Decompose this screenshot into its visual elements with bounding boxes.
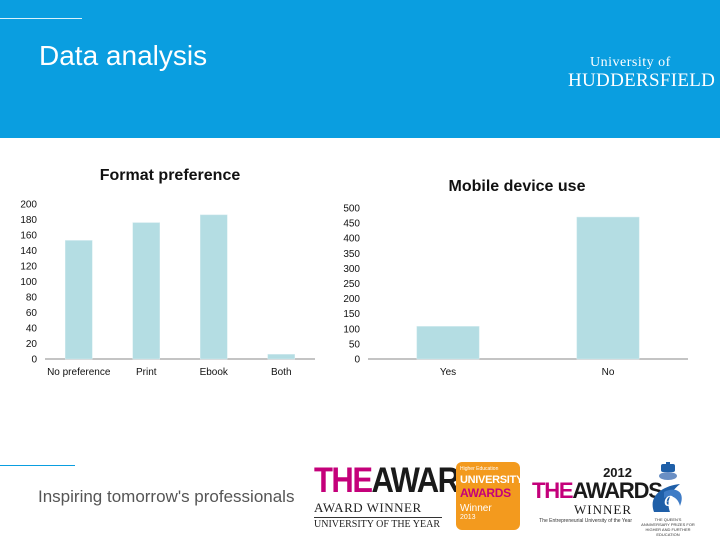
y-tick-label-1-5: 250 xyxy=(343,279,360,290)
crown-emblem-icon: e xyxy=(652,462,682,512)
bar-1-0 xyxy=(416,326,480,360)
award1-headline: THEAWARDS xyxy=(314,459,500,500)
slide-title: Data analysis xyxy=(39,40,208,71)
award4-caption: THE QUEEN'S ANNIVERSARY PRIZES FOR HIGHE… xyxy=(641,517,695,537)
y-tick-label-0-2: 40 xyxy=(26,324,38,335)
y-tick-label-0-4: 80 xyxy=(26,293,38,304)
y-tick-label-1-1: 50 xyxy=(349,339,361,350)
y-tick-label-0-9: 180 xyxy=(20,215,37,226)
y-tick-label-1-9: 450 xyxy=(343,219,360,230)
award2-university: UNIVERSITY xyxy=(460,474,524,486)
y-tick-label-0-3: 60 xyxy=(26,308,38,319)
chart-title-1: Mobile device use xyxy=(449,178,586,195)
the-awards-university-of-year-badge: THEAWARDS AWARD WINNER UNIVERSITY OF THE… xyxy=(314,459,500,532)
award3-headline: THEAWARDS xyxy=(532,478,663,503)
tagline: Inspiring tomorrow's professionals xyxy=(38,487,295,506)
y-tick-label-1-7: 350 xyxy=(343,249,360,260)
y-tick-label-1-0: 0 xyxy=(354,355,360,366)
y-tick-label-1-8: 400 xyxy=(343,234,360,245)
header-rule xyxy=(0,18,82,19)
award3-winner: WINNER xyxy=(574,502,632,517)
y-tick-label-0-1: 20 xyxy=(26,339,38,350)
award3-year: 2012 xyxy=(603,465,632,480)
bar-0-2 xyxy=(200,214,228,360)
award2-winner: Winner xyxy=(460,503,492,514)
y-tick-label-1-4: 200 xyxy=(343,294,360,305)
logo-line-1: University of xyxy=(590,55,671,70)
award1-subcaption: UNIVERSITY OF THE YEAR xyxy=(314,517,442,530)
the-awards-2012-winner-badge: 2012 THEAWARDS WINNER The Entrepreneuria… xyxy=(532,465,663,530)
y-tick-label-1-3: 150 xyxy=(343,309,360,320)
university-logo: University of HUDDERSFIELD xyxy=(568,55,716,92)
svg-text:e: e xyxy=(664,486,674,511)
award3-sub: The Entrepreneurial University of the Ye… xyxy=(539,518,632,524)
category-label-0-0: No preference xyxy=(47,367,111,378)
y-tick-label-1-6: 300 xyxy=(343,264,360,275)
header-banner: Data analysis University of HUDDERSFIELD xyxy=(0,0,720,138)
y-tick-label-0-0: 0 xyxy=(31,355,37,366)
logo-line-2: HUDDERSFIELD xyxy=(568,70,716,91)
chart-title-0: Format preference xyxy=(100,167,241,184)
footer-rule xyxy=(0,465,75,466)
y-tick-label-0-7: 140 xyxy=(20,246,37,257)
award2-year: 2013 xyxy=(460,514,476,521)
category-label-0-1: Print xyxy=(136,367,157,378)
bar-0-1 xyxy=(132,222,160,360)
category-label-1-0: Yes xyxy=(440,367,456,378)
award2-awards: AWARDS xyxy=(460,486,511,500)
university-awards-winner-badge: Higher Education UNIVERSITY AWARDS Winne… xyxy=(456,462,524,530)
category-label-1-1: No xyxy=(602,367,615,378)
y-tick-label-0-6: 120 xyxy=(20,262,37,273)
queens-anniversary-prize-emblem: e THE QUEEN'S ANNIVERSARY PRIZES FOR HIG… xyxy=(640,462,696,537)
y-tick-label-0-10: 200 xyxy=(20,200,37,211)
y-tick-label-0-8: 160 xyxy=(20,231,37,242)
bar-0-0 xyxy=(65,240,93,360)
y-tick-label-0-5: 100 xyxy=(20,277,37,288)
y-tick-label-1-2: 100 xyxy=(343,324,360,335)
bar-1-1 xyxy=(576,216,640,360)
category-label-0-2: Ebook xyxy=(200,367,229,378)
bar-0-3 xyxy=(267,354,295,360)
category-label-0-3: Both xyxy=(271,367,292,378)
award1-caption: AWARD WINNER xyxy=(314,500,422,515)
award2-small: Higher Education xyxy=(460,466,499,472)
y-tick-label-1-10: 500 xyxy=(343,204,360,215)
